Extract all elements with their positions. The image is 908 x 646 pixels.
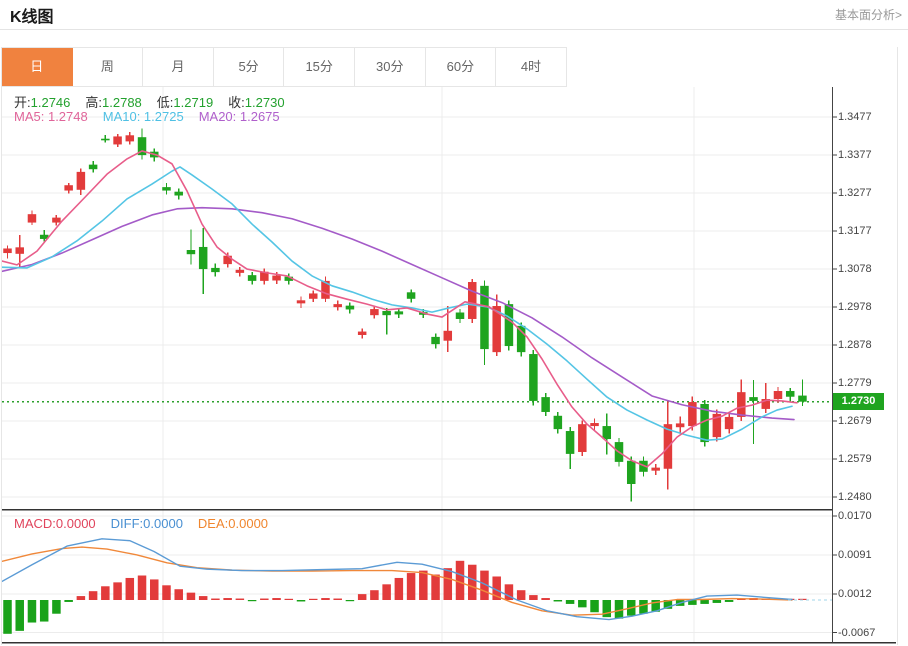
macd-readout: MACD:0.0000 DIFF:0.0000 DEA:0.0000 — [14, 516, 283, 531]
stat-item: 低:1.2719 — [156, 95, 214, 110]
y-axis-tick-label: 1.3078 — [838, 263, 872, 275]
tab-日[interactable]: 日 — [2, 48, 73, 86]
tab-周[interactable]: 周 — [72, 48, 144, 86]
period-tab-bar: 日周月 5分 15分 30分 60分 4时 — [2, 47, 567, 87]
y-axis-tick-label: 0.0170 — [838, 510, 872, 522]
stat-item: MA5: 1.2748 — [14, 109, 88, 124]
fundamental-analysis-link[interactable]: 基本面分析> — [834, 8, 902, 22]
current-price-badge: 1.2730 — [833, 393, 884, 410]
y-axis-tick-label: 0.0091 — [838, 548, 872, 561]
y-axis-tick-label: 1.3477 — [838, 111, 872, 123]
tab-60分[interactable]: 60分 — [425, 48, 497, 86]
page-title: K线图 — [10, 8, 54, 26]
y-axis-tick-label: -0.0067 — [838, 626, 876, 639]
page-header: K线图 基本面分析> — [0, 0, 908, 30]
kline-widget: 日周月 5分 15分 30分 60分 4时 开:1.2746 高:1.2788 低:1.271… — [1, 47, 898, 645]
stat-item: MACD:0.0000 — [14, 516, 96, 531]
chart-area: 开:1.2746 高:1.2788 低:1.2719 收:1.2730 MA5: 1.… — [2, 87, 896, 645]
tab-30分[interactable]: 30分 — [354, 48, 426, 86]
stat-item: 开:1.2746 — [14, 95, 71, 110]
tab-月[interactable]: 月 — [143, 48, 214, 86]
stat-item: DIFF:0.0000 — [110, 516, 183, 531]
y-axis-tick-label: 1.2779 — [838, 377, 872, 389]
y-axis-tick-label: 1.2978 — [838, 301, 872, 313]
stat-item: DEA:0.0000 — [197, 516, 269, 531]
tab-5分[interactable]: 5分 — [213, 48, 285, 86]
stat-item: MA20: 1.2675 — [198, 109, 280, 124]
y-axis-tick-label: 1.2878 — [838, 339, 872, 351]
kline-chart-canvas[interactable] — [2, 87, 896, 645]
y-axis-tick-label: 1.2480 — [838, 491, 872, 503]
y-axis-tick-label: 1.2579 — [838, 453, 872, 465]
tab-15分[interactable]: 15分 — [284, 48, 355, 86]
y-axis-tick-label: 1.3377 — [838, 149, 872, 161]
y-axis-tick-label: 1.3277 — [838, 187, 872, 199]
tab-4时[interactable]: 4时 — [496, 48, 567, 86]
stat-item: MA10: 1.2725 — [102, 109, 184, 124]
ma-readout: MA5: 1.2748 MA10: 1.2725 MA20: 1.2675 — [14, 109, 295, 124]
stat-item: 高:1.2788 — [85, 95, 142, 110]
stat-item: 收:1.2730 — [228, 95, 285, 110]
y-axis-tick-label: 0.0012 — [838, 587, 872, 600]
ohlc-readout: 开:1.2746 高:1.2788 低:1.2719 收:1.2730 — [14, 92, 300, 111]
y-axis-tick-label: 1.2679 — [838, 415, 872, 427]
y-axis-tick-label: 1.3177 — [838, 225, 872, 237]
